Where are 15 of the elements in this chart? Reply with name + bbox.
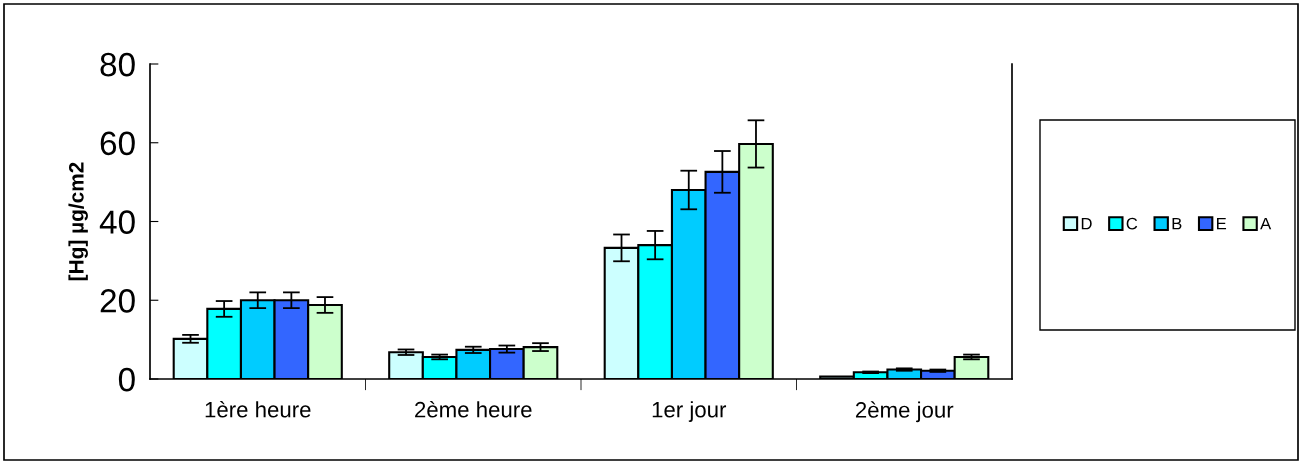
legend-label: D xyxy=(1081,217,1092,230)
legend-label: B xyxy=(1172,217,1182,230)
y-tick-label: 80 xyxy=(100,52,135,77)
x-tick-label: 1ère heure xyxy=(205,400,311,418)
legend-label: E xyxy=(1217,217,1227,230)
x-tick-label: 1er jour xyxy=(652,401,727,422)
y-tick-label: 20 xyxy=(100,289,135,313)
y-tick-label: 60 xyxy=(100,131,135,156)
x-tick-label: 2ème heure xyxy=(415,400,532,418)
legend-label: C xyxy=(1126,217,1138,230)
x-tick-label: 2ème jour xyxy=(855,401,954,423)
legend-label: A xyxy=(1260,217,1272,230)
y-axis-title: [Hg] µg/cm2 xyxy=(68,162,88,281)
y-tick-label: 0 xyxy=(118,367,135,392)
y-tick-label: 40 xyxy=(99,210,135,234)
